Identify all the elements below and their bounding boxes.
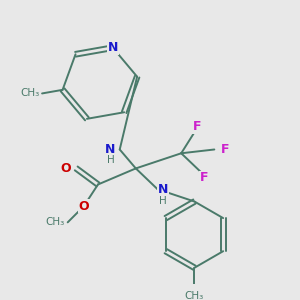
- Text: N: N: [158, 183, 168, 196]
- Text: CH₃: CH₃: [185, 291, 204, 300]
- Text: H: H: [160, 196, 167, 206]
- Text: H: H: [107, 155, 115, 165]
- Text: F: F: [193, 120, 202, 133]
- Text: CH₃: CH₃: [20, 88, 39, 98]
- Text: N: N: [108, 41, 118, 54]
- Text: CH₃: CH₃: [46, 217, 65, 227]
- Text: O: O: [60, 162, 70, 175]
- Text: F: F: [221, 143, 230, 156]
- Text: O: O: [79, 200, 89, 213]
- Text: N: N: [105, 143, 115, 156]
- Text: F: F: [200, 171, 208, 184]
